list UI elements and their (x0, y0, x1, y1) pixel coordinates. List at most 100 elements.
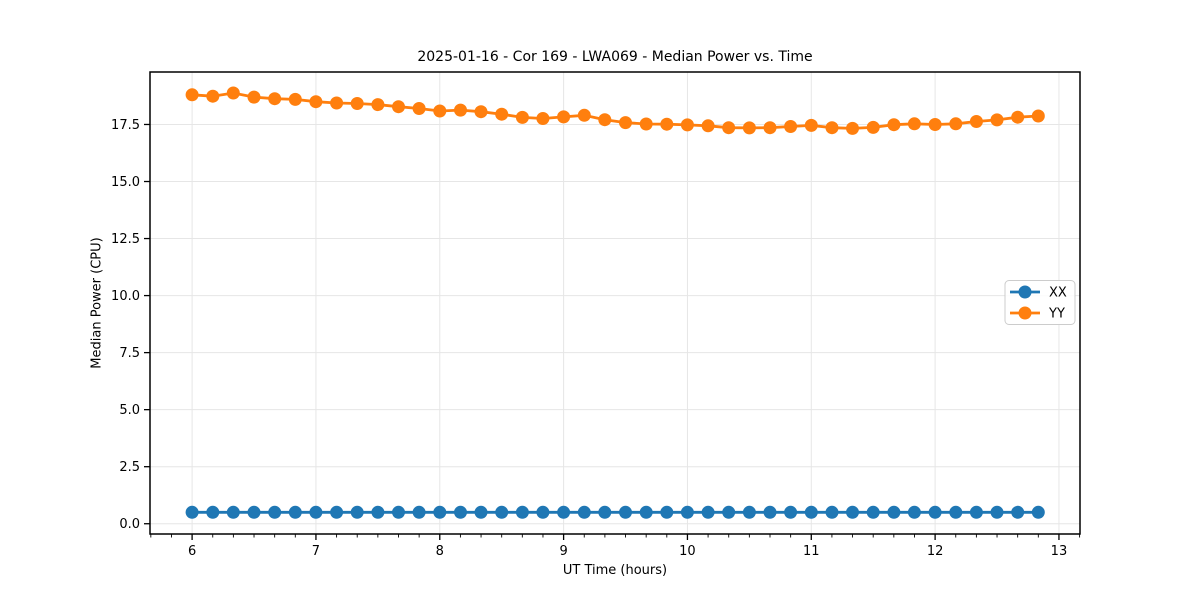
data-point-XX (226, 505, 240, 519)
data-point-XX (742, 505, 756, 519)
legend: XX YY (1004, 280, 1076, 325)
data-point-XX (392, 505, 405, 519)
data-point-YY (804, 118, 818, 132)
data-point-YY (742, 121, 756, 135)
data-point-XX (350, 505, 364, 519)
data-point-XX (1011, 505, 1025, 519)
data-point-YY (701, 119, 715, 133)
data-point-YY (330, 96, 344, 110)
data-point-XX (536, 505, 550, 519)
x-tick-label: 8 (436, 544, 444, 559)
data-point-XX (825, 505, 839, 519)
legend-label-YY: YY (1048, 307, 1065, 322)
data-point-YY (722, 121, 736, 135)
data-point-YY (990, 113, 1004, 127)
y-tick-label: 15.0 (111, 175, 140, 190)
data-point-YY (185, 88, 199, 102)
x-axis-label: UT Time (hours) (562, 563, 668, 578)
data-point-XX (206, 505, 220, 519)
x-tick-label: 11 (803, 544, 820, 559)
data-point-XX (454, 505, 467, 519)
x-tick-label: 9 (559, 544, 567, 559)
data-point-XX (412, 505, 426, 519)
plot-border (149, 71, 1081, 535)
y-tick-label: 17.5 (111, 118, 140, 133)
data-point-XX (495, 505, 509, 519)
data-point-YY (288, 92, 302, 106)
data-point-XX (928, 505, 942, 519)
y-tick-label: 10.0 (111, 289, 140, 304)
data-point-YY (557, 110, 571, 124)
data-point-YY (825, 121, 839, 135)
data-point-XX (577, 505, 591, 519)
data-point-XX (639, 505, 653, 519)
data-point-XX (949, 505, 963, 519)
data-point-XX (598, 505, 612, 519)
data-point-YY (412, 102, 426, 115)
data-point-YY (577, 108, 591, 122)
x-tick-label: 10 (679, 544, 696, 559)
data-point-YY (495, 107, 509, 121)
data-point-YY (846, 121, 859, 135)
data-point-YY (247, 90, 261, 104)
data-point-YY (660, 117, 674, 131)
data-point-XX (990, 505, 1004, 519)
chart-title: 2025-01-16 - Cor 169 - LWA069 - Median P… (417, 49, 813, 65)
data-point-XX (866, 505, 880, 519)
data-point-YY (268, 92, 282, 106)
data-point-XX (969, 505, 983, 519)
x-tick-label: 6 (188, 544, 196, 559)
x-tick-label: 13 (1051, 544, 1068, 559)
x-tick-label: 12 (927, 544, 944, 559)
data-point-XX (619, 505, 632, 519)
data-point-XX (701, 505, 715, 519)
data-point-YY (949, 117, 963, 131)
data-point-YY (680, 118, 694, 132)
data-point-XX (185, 505, 199, 519)
data-point-XX (515, 505, 529, 519)
data-point-YY (763, 121, 777, 135)
legend-sample-marker-YY (1018, 306, 1032, 320)
data-point-XX (268, 505, 282, 519)
data-point-XX (288, 505, 302, 519)
data-point-XX (804, 505, 818, 519)
data-point-YY (1031, 109, 1045, 123)
data-point-XX (784, 505, 798, 519)
data-point-XX (763, 505, 777, 519)
y-tick-label: 0.0 (119, 517, 140, 532)
data-point-YY (969, 115, 983, 128)
data-point-YY (515, 110, 529, 124)
data-point-YY (598, 113, 612, 127)
data-point-XX (907, 505, 921, 519)
data-point-YY (639, 117, 653, 131)
data-point-YY (392, 100, 405, 114)
legend-label-XX: XX (1049, 286, 1067, 301)
data-point-XX (680, 505, 694, 519)
data-point-XX (247, 505, 261, 519)
data-point-XX (309, 505, 323, 519)
data-point-YY (454, 103, 467, 117)
y-tick-label: 5.0 (119, 403, 140, 418)
data-point-XX (1031, 505, 1045, 519)
legend-sample-marker-XX (1018, 285, 1032, 299)
data-point-YY (784, 120, 798, 133)
data-point-XX (433, 505, 447, 519)
data-point-YY (887, 118, 901, 132)
data-point-YY (206, 89, 220, 103)
data-point-YY (619, 116, 632, 130)
y-tick-label: 7.5 (119, 346, 140, 361)
data-point-YY (907, 117, 921, 131)
data-point-XX (846, 505, 859, 519)
data-point-XX (887, 505, 901, 519)
data-point-YY (226, 86, 240, 100)
data-point-XX (557, 505, 571, 519)
data-point-YY (866, 120, 880, 134)
y-tick-label: 12.5 (111, 232, 140, 247)
data-point-YY (350, 97, 364, 110)
data-point-XX (660, 505, 674, 519)
data-point-XX (371, 505, 385, 519)
data-point-YY (474, 105, 488, 119)
data-point-XX (722, 505, 736, 519)
